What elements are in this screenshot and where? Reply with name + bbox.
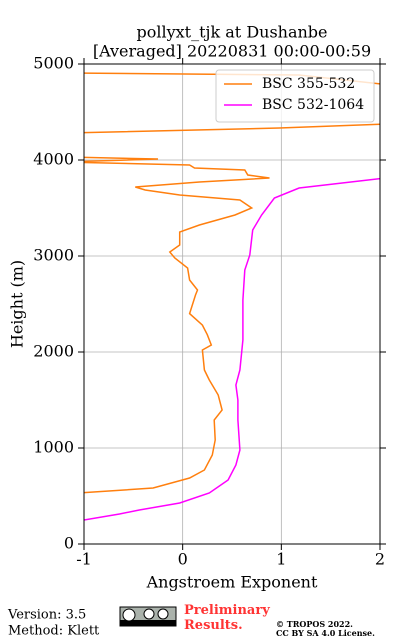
x-axis-label: Angstroem Exponent [146,573,318,592]
profile-line [84,177,380,521]
x-tick-label: 1 [276,550,286,569]
y-tick-label: 3000 [33,246,74,265]
y-tick-label: 0 [64,534,74,553]
profile-line [84,72,380,494]
method: Method: Klett [8,624,100,639]
x-tick-label: -1 [76,550,92,569]
y-tick-label: 1000 [33,438,74,457]
legend-label: BSC 355-532 [262,76,355,92]
y-axis-label: Height (m) [8,260,27,348]
chart-subtitle: [Averaged] 20220831 00:00-00:59 [93,42,371,61]
copyright: © TROPOS 2022. [276,619,353,629]
x-tick-label: 0 [178,550,188,569]
plot-frame [83,63,381,545]
chart-title: pollyxt_tjk at Dushanbe [136,23,327,42]
cc-badge [119,606,177,627]
y-tick-label: 2000 [33,342,74,361]
y-tick-label: 5000 [33,54,74,73]
y-tick-label: 4000 [33,150,74,169]
version: Version: 3.5 [7,608,86,623]
x-tick-label: 2 [375,550,385,569]
legend-label: BSC 532-1064 [262,97,364,113]
license: CC BY SA 4.0 License. [276,628,375,638]
plot-lines [84,72,380,521]
legend-box [215,69,375,123]
legend: BSC 355-532 BSC 532-1064 [215,69,375,123]
status-line-1: Preliminary Results. [184,603,270,633]
